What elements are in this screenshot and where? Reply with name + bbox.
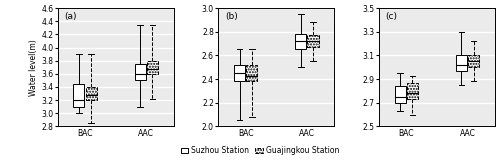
Legend: Suzhou Station, Guajingkou Station: Suzhou Station, Guajingkou Station: [178, 143, 342, 158]
PathPatch shape: [394, 86, 406, 103]
PathPatch shape: [468, 55, 479, 67]
PathPatch shape: [134, 64, 145, 80]
PathPatch shape: [308, 35, 318, 47]
PathPatch shape: [86, 87, 96, 100]
Text: (c): (c): [386, 12, 398, 21]
PathPatch shape: [295, 34, 306, 50]
PathPatch shape: [246, 65, 258, 81]
PathPatch shape: [147, 61, 158, 74]
Text: (a): (a): [64, 12, 77, 21]
Text: (b): (b): [225, 12, 238, 21]
PathPatch shape: [234, 65, 245, 81]
PathPatch shape: [74, 84, 85, 107]
PathPatch shape: [407, 83, 418, 99]
PathPatch shape: [456, 55, 467, 71]
Y-axis label: Water level(m): Water level(m): [30, 39, 38, 96]
